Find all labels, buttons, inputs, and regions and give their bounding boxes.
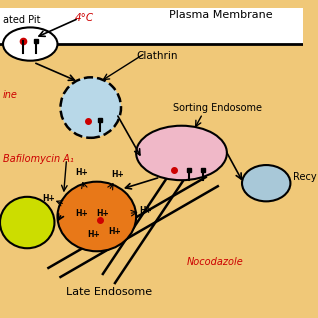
Text: H+: H+: [139, 206, 152, 215]
Text: ated Pit: ated Pit: [3, 15, 40, 25]
Text: H+: H+: [42, 194, 55, 203]
Text: ine: ine: [3, 91, 18, 100]
Ellipse shape: [60, 77, 121, 138]
Ellipse shape: [242, 165, 290, 201]
Text: Nocodazole: Nocodazole: [186, 257, 243, 267]
Bar: [0, 8, 302, 44]
Text: Sorting Endosome: Sorting Endosome: [173, 103, 262, 113]
Text: H+: H+: [87, 230, 100, 239]
Ellipse shape: [58, 182, 136, 251]
Ellipse shape: [3, 27, 58, 61]
Text: Late Endosome: Late Endosome: [66, 287, 152, 297]
Text: Clathrin: Clathrin: [136, 51, 178, 61]
Text: Bafilomycin A₁: Bafilomycin A₁: [3, 154, 74, 164]
Text: Recy: Recy: [294, 172, 317, 182]
Ellipse shape: [0, 197, 54, 248]
Text: 4°C: 4°C: [75, 13, 94, 23]
Text: H+: H+: [112, 169, 124, 179]
Text: H+: H+: [75, 209, 88, 218]
Text: H+: H+: [96, 209, 109, 218]
Text: H+: H+: [108, 227, 121, 236]
Text: Plasma Membrane: Plasma Membrane: [169, 10, 273, 20]
Ellipse shape: [136, 126, 227, 180]
Text: H+: H+: [75, 168, 88, 177]
